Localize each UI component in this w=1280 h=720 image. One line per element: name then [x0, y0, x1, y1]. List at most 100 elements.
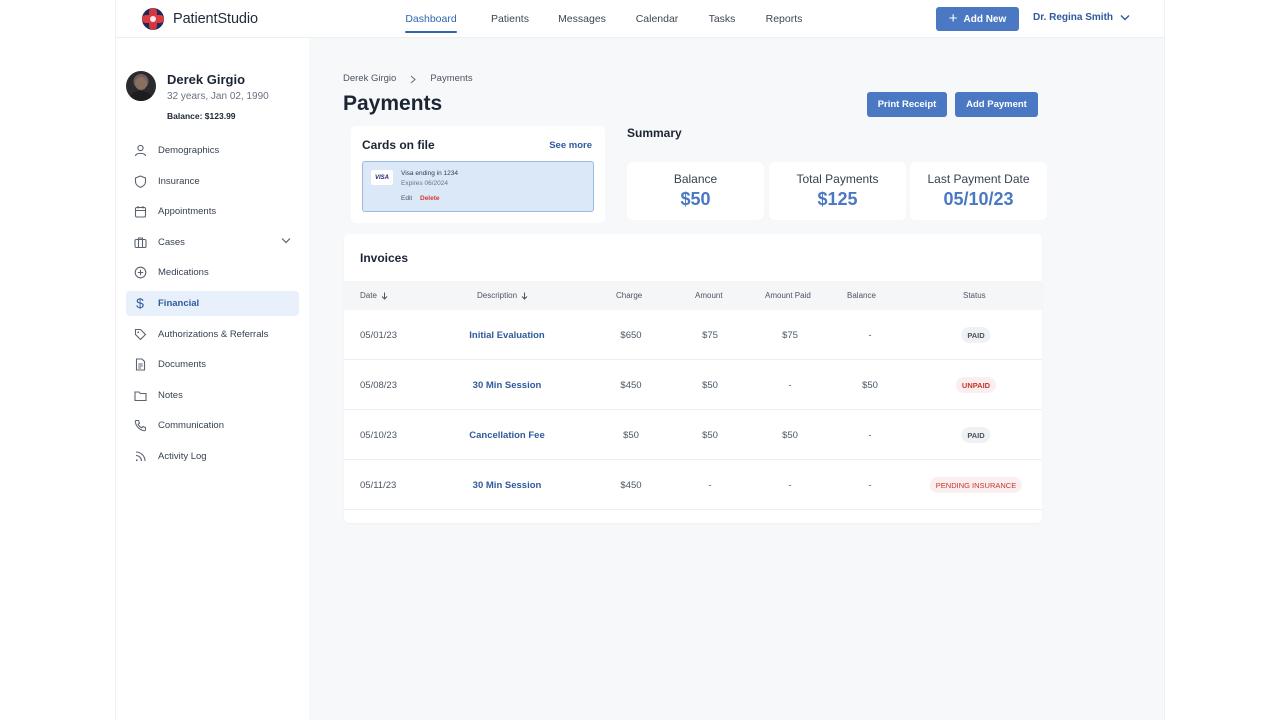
sidebar-item-notes[interactable]: Notes — [126, 383, 299, 408]
sidebar-item-activity-log[interactable]: Activity Log — [126, 444, 299, 469]
main-nav: Dashboard Patients Messages Calendar Tas… — [398, 0, 818, 38]
column-label: Description — [477, 291, 518, 300]
status-badge: UNPAID — [955, 377, 997, 393]
cell-charge: $450 — [620, 380, 642, 391]
plus-circle-icon — [132, 265, 148, 281]
sidebar-item-label: Communication — [158, 420, 224, 432]
cell-description[interactable]: Initial Evaluation — [469, 330, 545, 341]
sidebar-item-label: Medications — [158, 267, 209, 279]
table-header: Date Description Charge Amount Amount Pa… — [344, 281, 1042, 310]
cell-balance: - — [868, 330, 872, 341]
cell-amount: $75 — [702, 330, 718, 341]
column-amount: Amount — [695, 291, 723, 300]
patient-balance: Balance: $123.99 — [167, 111, 236, 121]
sidebar-item-insurance[interactable]: Insurance — [126, 169, 299, 194]
sort-arrow-icon — [381, 292, 388, 300]
table-row[interactable]: 05/08/23 30 Min Session $450 $50 - $50 U… — [344, 360, 1042, 410]
status-badge: PAID — [961, 427, 991, 443]
chevron-right-icon — [410, 75, 417, 84]
column-label: Date — [360, 291, 377, 300]
sidebar-item-financial[interactable]: $ Financial — [126, 290, 299, 316]
cell-description[interactable]: 30 Min Session — [472, 380, 542, 391]
cell-amount-paid: - — [788, 380, 792, 391]
cell-amount-paid: $75 — [782, 330, 798, 341]
nav-dashboard[interactable]: Dashboard — [392, 0, 470, 38]
sidebar-item-cases[interactable]: Cases — [126, 230, 299, 255]
chevron-down-icon[interactable] — [281, 237, 291, 244]
nav-tasks[interactable]: Tasks — [708, 13, 736, 25]
column-date[interactable]: Date — [360, 291, 388, 300]
sidebar-item-communication[interactable]: Communication — [126, 413, 299, 438]
briefcase-icon — [132, 234, 148, 250]
summary-total-payments-card: Total Payments $125 — [769, 162, 906, 220]
app-frame: PatientStudio Dashboard Patients Message… — [115, 0, 1165, 720]
saved-card[interactable]: VISA Visa ending in 1234 Expires 06/2024… — [362, 161, 594, 212]
summary-title: Summary — [627, 126, 682, 140]
summary-label: Balance — [673, 172, 718, 186]
sort-arrow-icon — [521, 292, 528, 300]
summary-label: Last Payment Date — [927, 172, 1030, 186]
see-more-link[interactable]: See more — [549, 140, 592, 151]
user-name: Dr. Regina Smith — [1033, 12, 1114, 23]
cell-charge: $450 — [620, 480, 642, 491]
cell-date: 05/10/23 — [360, 430, 397, 441]
plus-icon: + — [948, 10, 958, 27]
sidebar-item-label: Insurance — [158, 175, 200, 187]
card-expiry: Expires 06/2024 — [401, 180, 448, 187]
sidebar-item-label: Authorizations & Referrals — [158, 328, 269, 340]
calendar-icon — [132, 204, 148, 220]
add-payment-button[interactable]: Add Payment — [955, 92, 1038, 117]
patient-age-dob: 32 years, Jan 02, 1990 — [167, 91, 269, 102]
phone-icon — [132, 418, 148, 434]
summary-value: 05/10/23 — [943, 189, 1014, 209]
main-content: Derek Girgio Payments Payments Print Rec… — [309, 38, 1164, 720]
print-receipt-button[interactable]: Print Receipt — [867, 92, 947, 117]
cell-description[interactable]: Cancellation Fee — [469, 430, 545, 441]
cell-amount: - — [708, 480, 712, 491]
column-description[interactable]: Description — [477, 291, 528, 300]
breadcrumb: Derek Girgio Payments — [343, 73, 473, 84]
cell-date: 05/08/23 — [360, 380, 397, 391]
table-row[interactable]: 05/11/23 30 Min Session $450 - - - PENDI… — [344, 460, 1042, 510]
sidebar-item-documents[interactable]: Documents — [126, 352, 299, 377]
cell-charge: $50 — [623, 430, 639, 441]
cell-charge: $650 — [620, 330, 642, 341]
card-delete-link[interactable]: Delete — [420, 195, 440, 202]
sidebar-item-demographics[interactable]: Demographics — [126, 138, 299, 163]
sidebar-item-medications[interactable]: Medications — [126, 260, 299, 285]
patient-name: Derek Girgio — [167, 72, 246, 87]
card-edit-link[interactable]: Edit — [401, 195, 413, 202]
document-icon — [132, 357, 148, 373]
sidebar-item-label: Demographics — [158, 145, 220, 156]
sidebar-item-appointments[interactable]: Appointments — [126, 199, 299, 224]
folder-icon — [132, 387, 148, 403]
nav-patients[interactable]: Patients — [491, 13, 529, 25]
patientstudio-logo[interactable]: PatientStudio — [140, 6, 258, 32]
chevron-down-icon — [1120, 15, 1130, 21]
person-icon — [132, 143, 148, 159]
table-row[interactable]: 05/10/23 Cancellation Fee $50 $50 $50 - … — [344, 410, 1042, 460]
sidebar-item-label: Cases — [158, 236, 185, 248]
tag-icon — [132, 326, 148, 342]
nav-calendar[interactable]: Calendar — [635, 13, 679, 25]
nav-messages[interactable]: Messages — [558, 13, 606, 25]
summary-value: $125 — [817, 189, 858, 209]
column-charge: Charge — [616, 291, 643, 300]
summary-balance-card: Balance $50 — [627, 162, 764, 220]
breadcrumb-patient[interactable]: Derek Girgio — [343, 73, 397, 84]
cell-balance: - — [868, 480, 872, 491]
table-row[interactable]: 05/01/23 Initial Evaluation $650 $75 $75… — [344, 310, 1042, 360]
app-name: PatientStudio — [173, 11, 258, 27]
cell-amount: $50 — [702, 380, 718, 391]
cell-amount-paid: $50 — [782, 430, 798, 441]
user-menu[interactable]: Dr. Regina Smith — [1033, 12, 1130, 23]
cell-balance: - — [868, 430, 872, 441]
avatar — [126, 71, 156, 101]
nav-reports[interactable]: Reports — [765, 13, 803, 25]
add-new-button[interactable]: + Add New — [936, 7, 1019, 31]
status-badge: PENDING INSURANCE — [929, 477, 1023, 493]
status-badge: PAID — [961, 327, 991, 343]
sidebar-item-authorizations-referrals[interactable]: Authorizations & Referrals — [126, 322, 299, 347]
cell-description[interactable]: 30 Min Session — [472, 480, 542, 491]
logo-mark-icon — [142, 8, 164, 30]
